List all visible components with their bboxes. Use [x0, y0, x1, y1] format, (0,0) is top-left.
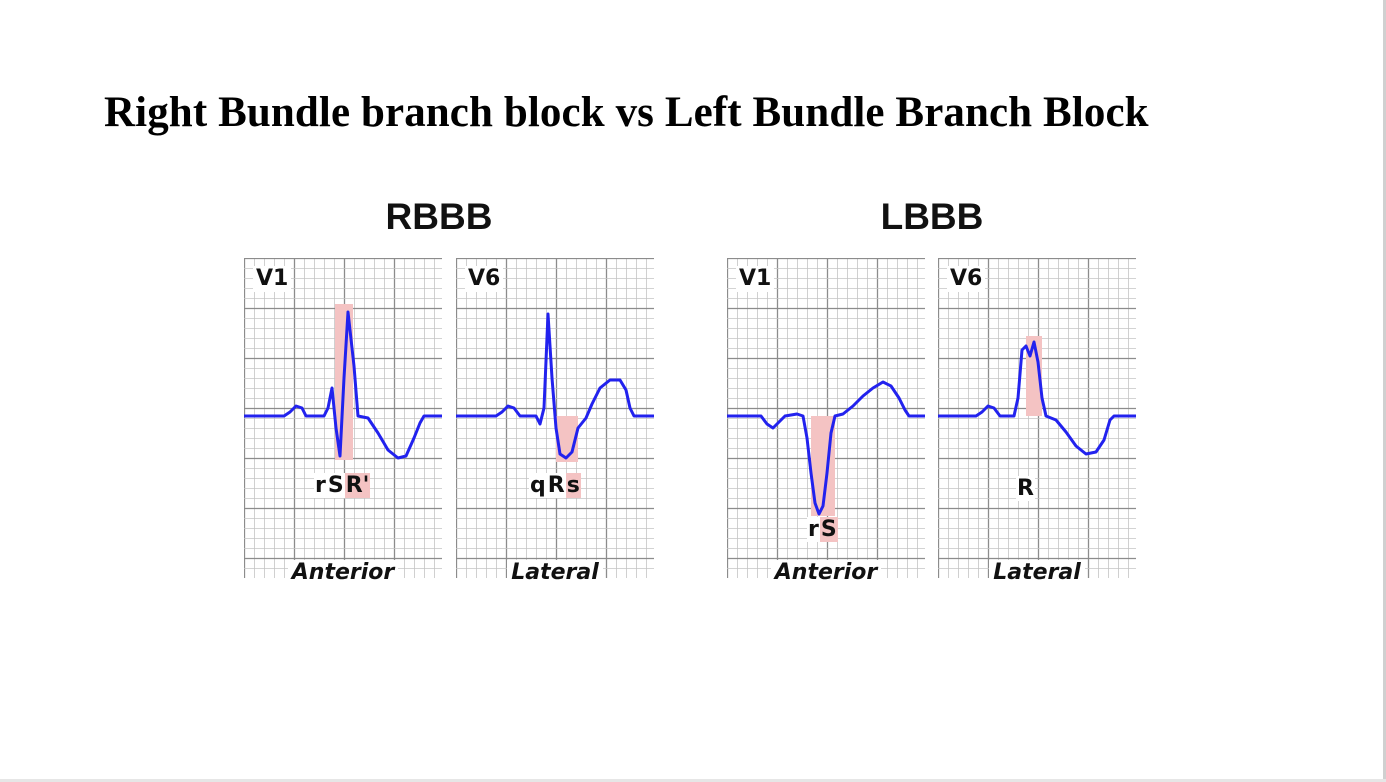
rbbb-v6-panel: V6 qRs Lateral: [456, 258, 654, 585]
lbbb-v1-panel: V1 rS Anterior: [727, 258, 925, 585]
ecg-grid-rbbb-v1: [244, 258, 442, 578]
pattern-part-r: r: [807, 517, 820, 542]
grid-background: [938, 258, 1136, 578]
lbbb-title: LBBB: [880, 196, 984, 237]
pattern-label-r: R: [1016, 475, 1035, 503]
pattern-part-s: S: [326, 473, 345, 498]
region-label-lateral: Lateral: [938, 560, 1136, 586]
pattern-label-rs: rS: [807, 516, 838, 544]
pattern-label-rsr: rSR': [314, 472, 371, 500]
region-label-anterior: Anterior: [244, 560, 442, 586]
ecg-grid-lbbb-v6: [938, 258, 1136, 578]
ecg-trace-rbbb-v6: [456, 312, 654, 460]
lead-label-v6: V6: [947, 266, 986, 292]
lead-label-v1: V1: [253, 266, 292, 292]
pattern-part-r-prime: R': [344, 473, 371, 498]
pattern-part-q: q: [529, 473, 547, 498]
slide-title: Right Bundle branch block vs Left Bundle…: [104, 89, 1149, 136]
pattern-part-r: R: [546, 473, 566, 498]
lead-label-v6: V6: [465, 266, 504, 292]
ecg-trace-lbbb-v1: [727, 380, 925, 516]
pattern-part-r: r: [314, 473, 327, 498]
ecg-trace-rbbb-v1: [244, 310, 442, 460]
rbbb-title: RBBB: [385, 196, 493, 237]
region-label-anterior: Anterior: [727, 560, 925, 586]
pattern-part-s: s: [565, 473, 581, 498]
ecg-trace-lbbb-v6: [938, 340, 1136, 456]
rbbb-v1-panel: V1 rSR' Anterior: [244, 258, 442, 585]
pattern-part-s: S: [819, 517, 838, 542]
ecg-grid-lbbb-v1: [727, 258, 925, 578]
lead-label-v1: V1: [736, 266, 775, 292]
ecg-grid-rbbb-v6: [456, 258, 654, 578]
slide-bottom-edge: [0, 779, 1386, 782]
pattern-label-qrs: qRs: [529, 472, 581, 500]
lbbb-v6-panel: V6 R Lateral: [938, 258, 1136, 585]
region-label-lateral: Lateral: [456, 560, 654, 586]
slide-right-edge: [1383, 0, 1386, 782]
pattern-part-r: R: [1016, 476, 1035, 501]
